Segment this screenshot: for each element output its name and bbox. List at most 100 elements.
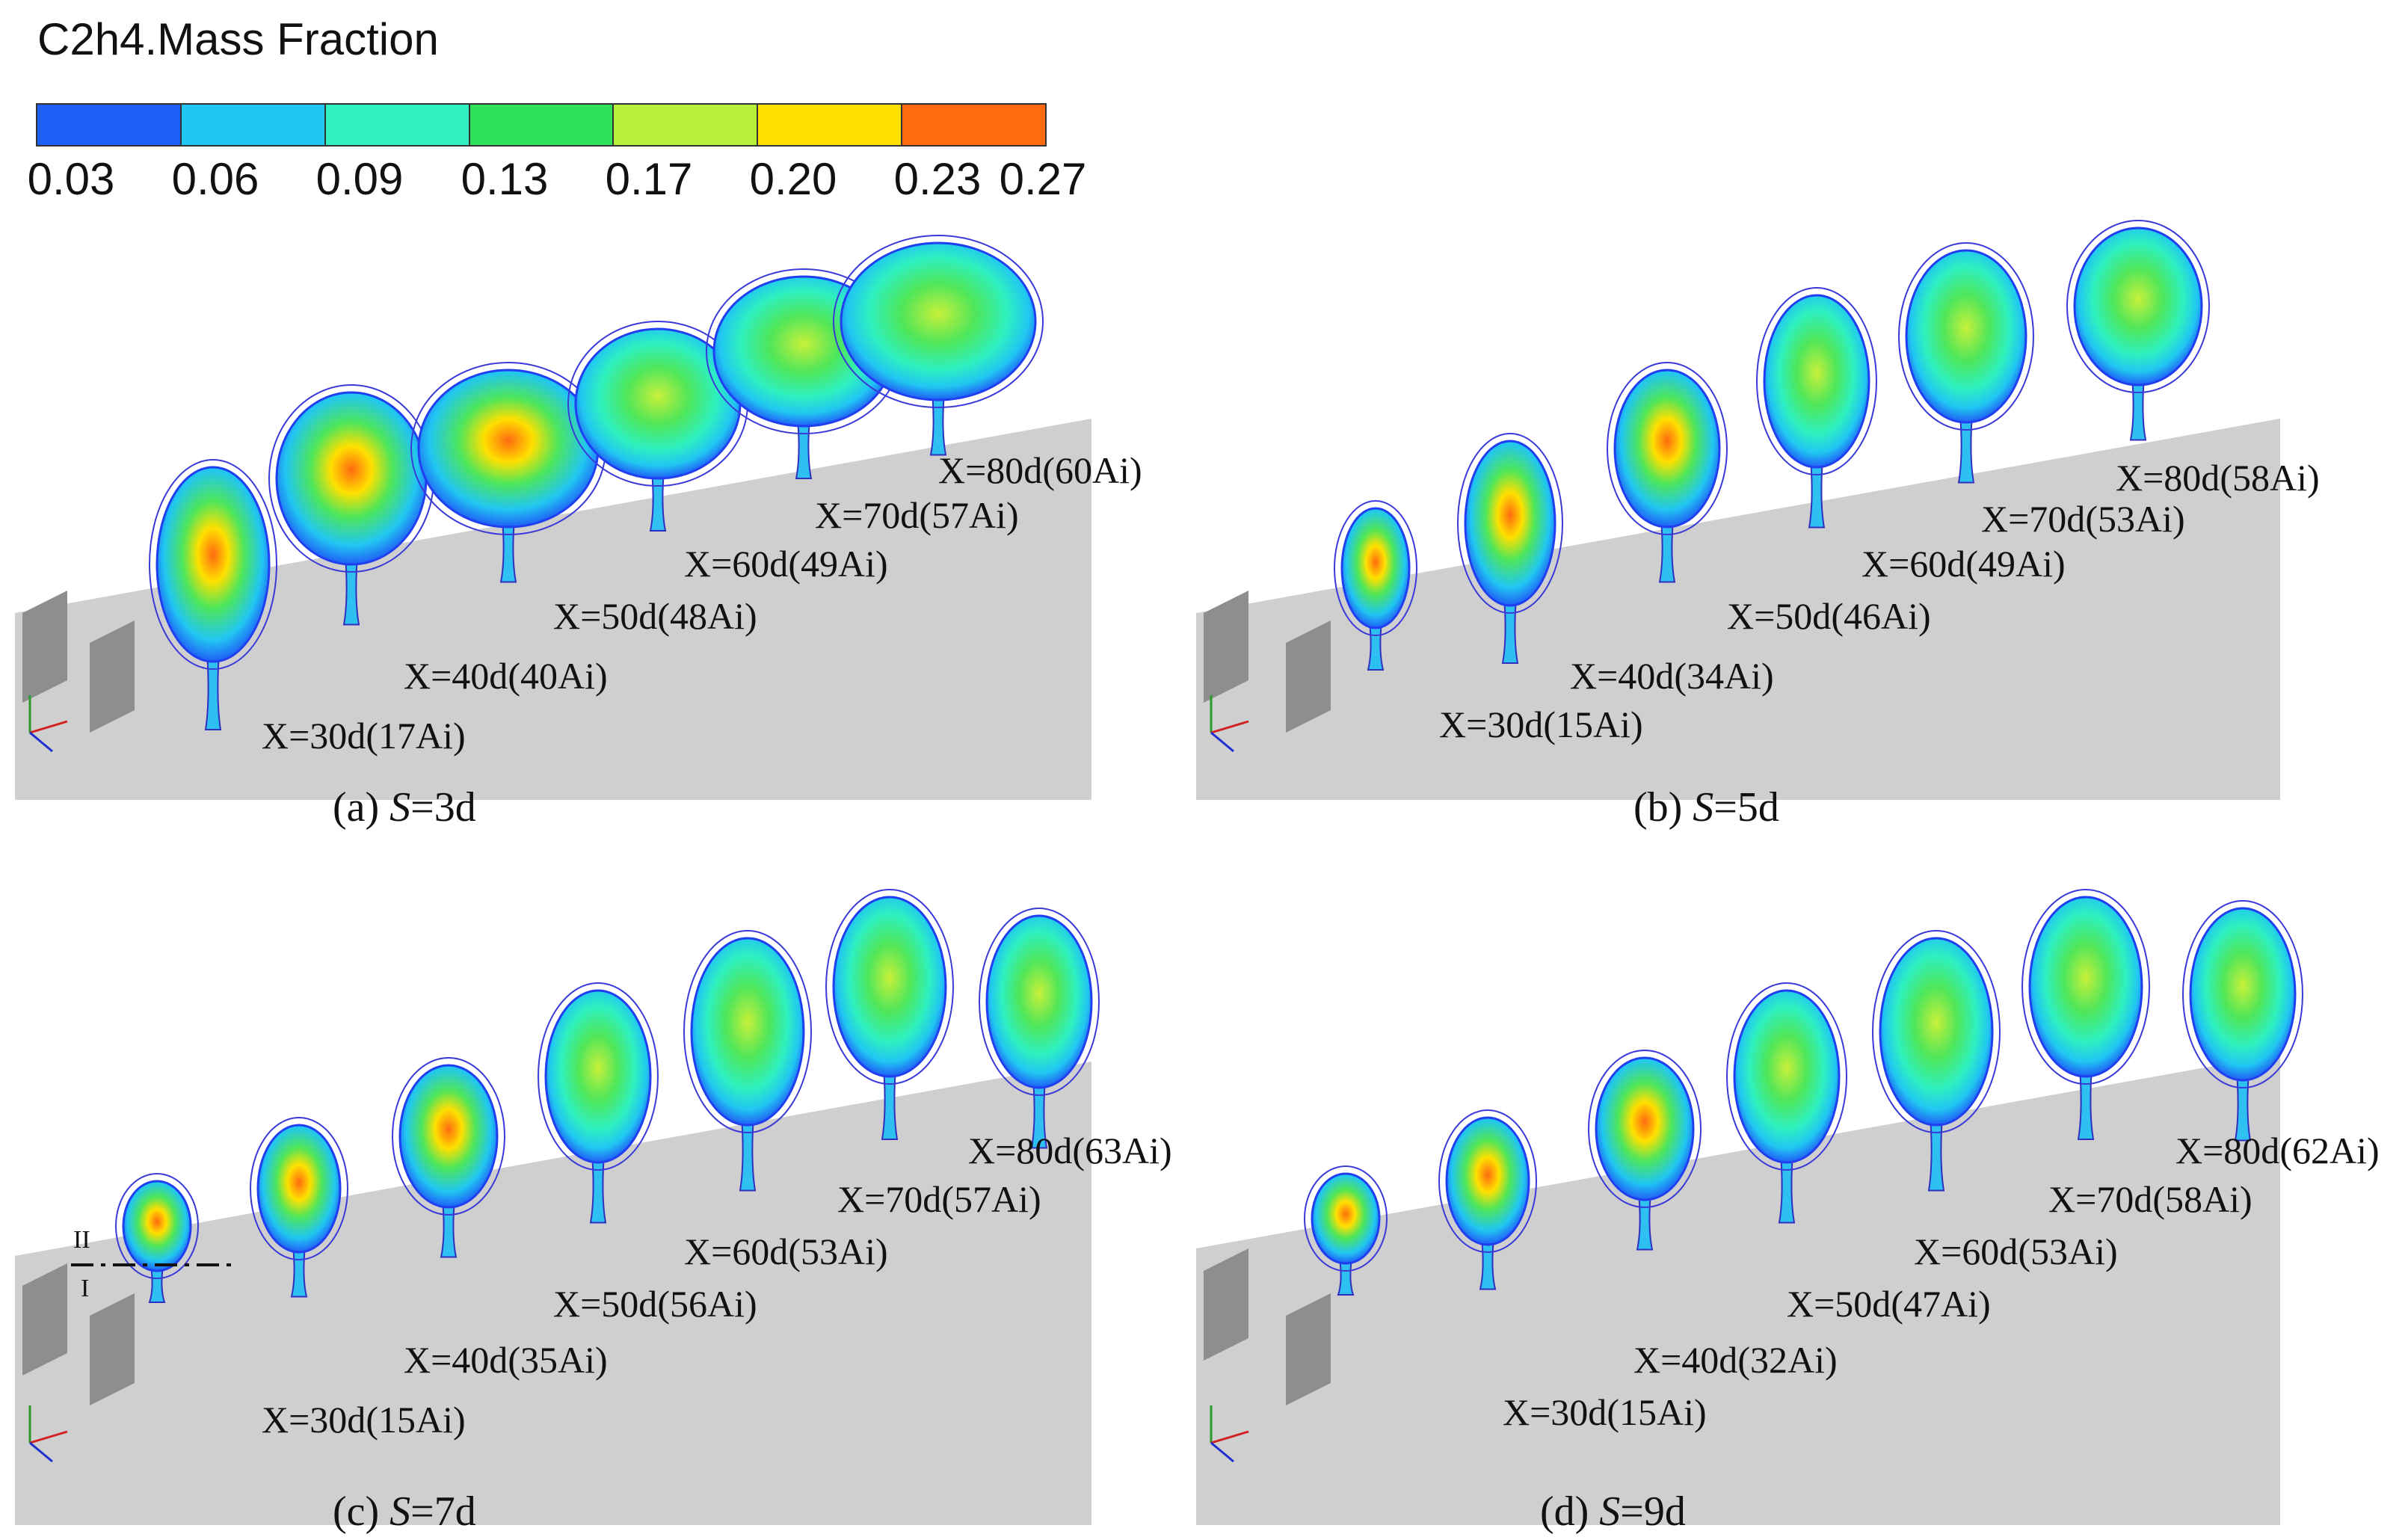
station-area: (63Ai) xyxy=(1072,1130,1172,1171)
station-x: X=60d xyxy=(1914,1231,2019,1272)
station-label: X=60d(49Ai) xyxy=(1862,542,2066,585)
axis-triad-icon xyxy=(28,695,68,753)
channel-floor xyxy=(15,1062,1091,1525)
station-area: (49Ai) xyxy=(788,543,888,585)
plume-contour xyxy=(683,930,812,1192)
section-label: II xyxy=(73,1226,90,1254)
station-area: (60Ai) xyxy=(1042,449,1142,491)
station-area: (48Ai) xyxy=(657,595,757,637)
panel-s-symbol: S xyxy=(1599,1488,1621,1535)
station-label: X=70d(53Ai) xyxy=(1981,497,2185,540)
channel-floor xyxy=(15,419,1091,800)
station-label: X=40d(35Ai) xyxy=(404,1338,608,1382)
panel-caption: (b) S=5d xyxy=(1633,783,1779,831)
station-x: X=40d xyxy=(1570,655,1675,697)
colorbar-tick: 0.03 xyxy=(27,154,115,204)
station-x: X=40d xyxy=(1633,1339,1738,1381)
station-label: X=80d(62Ai) xyxy=(2175,1129,2380,1172)
station-label: X=30d(15Ai) xyxy=(1503,1390,1707,1434)
station-area: (46Ai) xyxy=(1831,595,1931,637)
panel-letter: (b) xyxy=(1633,784,1693,831)
colorbar-segment xyxy=(181,105,326,145)
plume-contour xyxy=(250,1117,348,1298)
station-x: X=30d xyxy=(1503,1391,1607,1433)
station-x: X=70d xyxy=(1981,498,2086,540)
colorbar-tick: 0.06 xyxy=(171,154,259,204)
station-x: X=80d xyxy=(2175,1130,2280,1171)
plume-contour xyxy=(1334,500,1417,671)
plume-contour xyxy=(825,889,954,1140)
station-label: X=80d(63Ai) xyxy=(968,1129,1172,1172)
panel-letter: (a) xyxy=(333,784,390,831)
station-x: X=70d xyxy=(2048,1178,2153,1220)
station-label: X=30d(15Ai) xyxy=(1439,703,1643,746)
colorbar-segment xyxy=(902,105,1046,145)
station-area: (53Ai) xyxy=(2018,1231,2118,1272)
plume-contour xyxy=(1438,1109,1537,1290)
injector-block xyxy=(22,591,67,703)
station-label: X=70d(57Ai) xyxy=(815,493,1019,537)
station-area: (34Ai) xyxy=(1674,655,1774,697)
station-area: (15Ai) xyxy=(1543,703,1643,745)
colorbar-tick: 0.23 xyxy=(893,154,982,204)
station-label: X=50d(46Ai) xyxy=(1727,594,1931,638)
colorbar-tick: 0.09 xyxy=(315,154,404,204)
panel-caption: (a) S=3d xyxy=(333,783,476,831)
station-area: (53Ai) xyxy=(788,1231,888,1272)
injector-block xyxy=(90,1293,135,1405)
station-area: (40Ai) xyxy=(508,655,608,697)
station-area: (58Ai) xyxy=(2152,1178,2253,1220)
station-label: X=80d(60Ai) xyxy=(938,449,1142,492)
station-x: X=50d xyxy=(553,595,658,637)
colorbar-tick: 0.13 xyxy=(461,154,549,204)
injector-block xyxy=(1204,1248,1248,1361)
station-x: X=40d xyxy=(404,1339,508,1381)
station-label: X=50d(56Ai) xyxy=(553,1282,757,1325)
station-area: (62Ai) xyxy=(2279,1130,2380,1171)
plume-contour xyxy=(2066,220,2210,441)
plume-contour xyxy=(410,362,606,583)
panel-s-symbol: S xyxy=(389,1488,411,1535)
colorbar-segment xyxy=(758,105,903,145)
station-x: X=70d xyxy=(815,494,920,536)
section-label: I xyxy=(81,1275,90,1302)
station-x: X=80d xyxy=(938,449,1043,491)
station-area: (57Ai) xyxy=(941,1178,1041,1220)
panel-s-symbol: S xyxy=(1693,784,1714,831)
plume-contour xyxy=(538,982,659,1224)
station-x: X=60d xyxy=(684,543,789,585)
colorbar-tick: 0.27 xyxy=(999,154,1087,204)
station-area: (57Ai) xyxy=(919,494,1019,536)
injector-block xyxy=(1204,591,1248,703)
station-x: X=40d xyxy=(404,655,508,697)
colorbar-tick: 0.17 xyxy=(605,154,693,204)
legend-title: C2h4.Mass Fraction xyxy=(37,14,439,64)
station-x: X=50d xyxy=(1727,595,1832,637)
station-label: X=70d(57Ai) xyxy=(837,1177,1041,1221)
station-area: (15Ai) xyxy=(1607,1391,1707,1433)
station-label: X=60d(49Ai) xyxy=(684,542,888,585)
colorbar-segment xyxy=(37,105,182,145)
station-label: X=60d(53Ai) xyxy=(684,1230,888,1273)
station-x: X=30d xyxy=(262,1399,366,1441)
panel-letter: (c) xyxy=(333,1488,390,1535)
plume-contour xyxy=(392,1057,505,1258)
plume-contour xyxy=(833,235,1044,456)
station-label: X=30d(17Ai) xyxy=(262,714,466,757)
station-x: X=60d xyxy=(1862,543,1966,585)
axis-triad-icon xyxy=(1210,1405,1249,1463)
station-x: X=50d xyxy=(553,1283,658,1325)
station-area: (56Ai) xyxy=(657,1283,757,1325)
station-label: X=50d(47Ai) xyxy=(1787,1282,1991,1325)
colorbar-tick: 0.20 xyxy=(749,154,837,204)
panel-s-value: =9d xyxy=(1620,1488,1686,1535)
station-label: X=40d(34Ai) xyxy=(1570,654,1774,697)
plume-contour xyxy=(2182,900,2303,1142)
injector-block xyxy=(1286,1293,1331,1405)
plume-contour xyxy=(1588,1050,1702,1251)
station-x: X=70d xyxy=(837,1178,942,1220)
station-x: X=30d xyxy=(262,715,366,757)
plume-contour xyxy=(1756,287,1877,529)
plume-contour xyxy=(1304,1165,1388,1296)
